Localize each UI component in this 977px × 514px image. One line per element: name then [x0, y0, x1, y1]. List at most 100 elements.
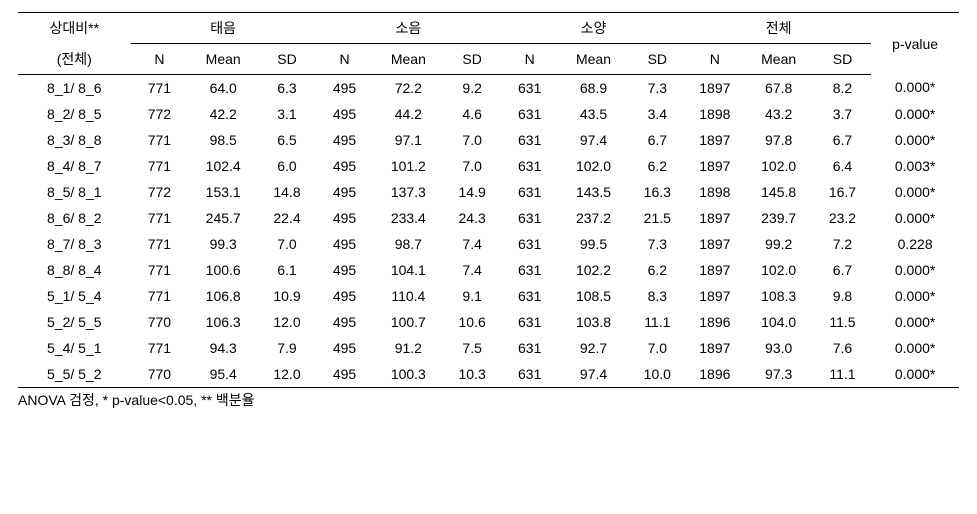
header-group-1: 태음: [131, 13, 316, 44]
cell-mean: 64.0: [188, 74, 258, 101]
cell-mean: 237.2: [558, 205, 628, 231]
cell-n: 495: [316, 127, 374, 153]
cell-mean: 72.2: [373, 74, 443, 101]
cell-sd: 6.1: [258, 257, 316, 283]
cell-n: 495: [316, 231, 374, 257]
cell-pvalue: 0.000*: [871, 257, 959, 283]
cell-n: 771: [131, 153, 189, 179]
row-label: 8_1/ 8_6: [18, 74, 131, 101]
cell-mean: 145.8: [744, 179, 814, 205]
cell-pvalue: 0.000*: [871, 283, 959, 309]
cell-n: 1896: [686, 309, 744, 335]
cell-n: 1897: [686, 283, 744, 309]
cell-sd: 21.5: [629, 205, 687, 231]
cell-n: 631: [501, 205, 559, 231]
cell-n: 631: [501, 231, 559, 257]
cell-n: 770: [131, 309, 189, 335]
table-row: 8_8/ 8_4771100.66.1495104.17.4631102.26.…: [18, 257, 959, 283]
cell-sd: 10.6: [443, 309, 501, 335]
cell-sd: 10.0: [629, 361, 687, 388]
cell-sd: 3.1: [258, 101, 316, 127]
table-footnote: ANOVA 검정, * p-value<0.05, ** 백분율: [18, 388, 959, 410]
header-group-2: 소음: [316, 13, 501, 44]
header-rowhead-1: 상대비**: [18, 13, 131, 44]
cell-n: 772: [131, 179, 189, 205]
row-label: 8_7/ 8_3: [18, 231, 131, 257]
cell-mean: 153.1: [188, 179, 258, 205]
header-sub-mean: Mean: [188, 44, 258, 75]
cell-sd: 14.8: [258, 179, 316, 205]
cell-sd: 9.2: [443, 74, 501, 101]
cell-mean: 106.8: [188, 283, 258, 309]
row-label: 8_5/ 8_1: [18, 179, 131, 205]
cell-n: 631: [501, 127, 559, 153]
header-sub-n: N: [131, 44, 189, 75]
cell-sd: 6.4: [814, 153, 872, 179]
cell-sd: 7.3: [629, 231, 687, 257]
cell-sd: 4.6: [443, 101, 501, 127]
cell-pvalue: 0.000*: [871, 335, 959, 361]
cell-mean: 100.6: [188, 257, 258, 283]
cell-mean: 104.0: [744, 309, 814, 335]
cell-sd: 7.0: [443, 127, 501, 153]
cell-n: 495: [316, 257, 374, 283]
cell-sd: 8.3: [629, 283, 687, 309]
cell-sd: 8.2: [814, 74, 872, 101]
cell-mean: 102.0: [744, 257, 814, 283]
cell-n: 1898: [686, 101, 744, 127]
cell-mean: 102.4: [188, 153, 258, 179]
cell-n: 770: [131, 361, 189, 388]
cell-sd: 7.6: [814, 335, 872, 361]
cell-n: 495: [316, 361, 374, 388]
cell-n: 1897: [686, 74, 744, 101]
cell-mean: 97.3: [744, 361, 814, 388]
cell-sd: 7.0: [258, 231, 316, 257]
row-label: 8_8/ 8_4: [18, 257, 131, 283]
cell-pvalue: 0.000*: [871, 309, 959, 335]
cell-n: 631: [501, 153, 559, 179]
cell-pvalue: 0.228: [871, 231, 959, 257]
cell-sd: 6.0: [258, 153, 316, 179]
cell-sd: 7.0: [443, 153, 501, 179]
cell-sd: 12.0: [258, 361, 316, 388]
cell-mean: 99.2: [744, 231, 814, 257]
header-sub-sd: SD: [443, 44, 501, 75]
cell-mean: 43.2: [744, 101, 814, 127]
cell-mean: 102.2: [558, 257, 628, 283]
row-label: 8_4/ 8_7: [18, 153, 131, 179]
cell-mean: 245.7: [188, 205, 258, 231]
cell-n: 631: [501, 309, 559, 335]
cell-mean: 99.5: [558, 231, 628, 257]
cell-n: 495: [316, 309, 374, 335]
cell-n: 631: [501, 74, 559, 101]
table-row: 8_1/ 8_677164.06.349572.29.263168.97.318…: [18, 74, 959, 101]
cell-sd: 23.2: [814, 205, 872, 231]
table-row: 8_7/ 8_377199.37.049598.77.463199.57.318…: [18, 231, 959, 257]
cell-n: 495: [316, 283, 374, 309]
table-row: 5_2/ 5_5770106.312.0495100.710.6631103.8…: [18, 309, 959, 335]
cell-n: 495: [316, 101, 374, 127]
table-row: 5_5/ 5_277095.412.0495100.310.363197.410…: [18, 361, 959, 388]
cell-sd: 11.1: [629, 309, 687, 335]
cell-mean: 106.3: [188, 309, 258, 335]
cell-mean: 97.1: [373, 127, 443, 153]
table-row: 8_4/ 8_7771102.46.0495101.27.0631102.06.…: [18, 153, 959, 179]
cell-mean: 97.4: [558, 361, 628, 388]
cell-mean: 137.3: [373, 179, 443, 205]
cell-n: 1897: [686, 335, 744, 361]
cell-mean: 91.2: [373, 335, 443, 361]
cell-mean: 44.2: [373, 101, 443, 127]
cell-n: 495: [316, 179, 374, 205]
cell-pvalue: 0.000*: [871, 74, 959, 101]
header-sub-sd: SD: [814, 44, 872, 75]
cell-sd: 14.9: [443, 179, 501, 205]
cell-pvalue: 0.003*: [871, 153, 959, 179]
row-label: 5_4/ 5_1: [18, 335, 131, 361]
header-sub-mean: Mean: [373, 44, 443, 75]
cell-sd: 6.5: [258, 127, 316, 153]
cell-mean: 102.0: [558, 153, 628, 179]
cell-mean: 103.8: [558, 309, 628, 335]
cell-n: 772: [131, 101, 189, 127]
row-label: 5_5/ 5_2: [18, 361, 131, 388]
cell-n: 1897: [686, 153, 744, 179]
